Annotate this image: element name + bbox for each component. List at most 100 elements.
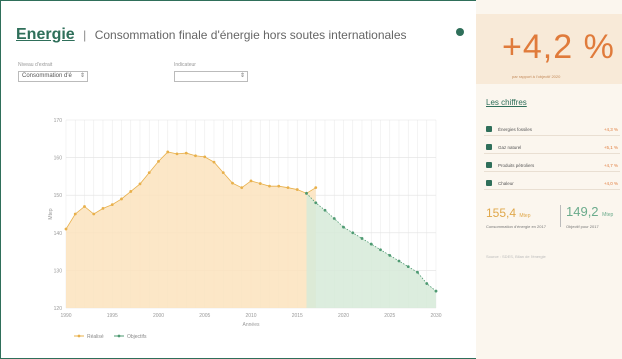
series-realise-point [249,179,253,183]
y-tick-label: 120 [54,306,63,312]
series-realise-point [120,197,123,201]
series-realise-point [138,182,142,186]
main-panel: Energie | Consommation finale d'énergie … [4,0,474,357]
kpi-box: +4,2 % par rapport à l'objectif 2020 [476,14,622,84]
stat-objective: 149,2 Mtep [566,204,613,219]
figure-value: +4,3 % [603,127,618,132]
stat-objective-caption: Objectif pour 2017 [566,224,599,229]
series-realise-line [65,151,316,230]
figure-row[interactable]: Gaz naturel +5,1 % [484,142,620,154]
figure-row[interactable]: Produits pétroliers +4,7 % [484,160,620,172]
chevron-down-icon: ⇕ [79,73,85,79]
series-objectifs-point [360,237,364,240]
series-objectifs-point [332,217,336,220]
title-indicator: Consommation finale d'énergie hors soute… [94,28,407,42]
filter-level-select[interactable]: Consommation d'é ⇕ [18,71,88,82]
filter-indicator: Indicateur ⇕ [174,62,248,82]
filter-indicator-select[interactable]: ⇕ [174,71,248,82]
title-separator: | [83,28,87,42]
series-objectifs-point [305,191,308,195]
filter-level-label: Niveau d'extrait [18,62,53,68]
source-note: Source : SDES, Bilan de l'énergie [486,254,546,259]
series-objectifs-point [388,253,392,257]
x-tick-label: 1995 [107,313,118,319]
y-tick-label: 140 [54,231,63,237]
stat-consumption-caption: Consommation d'énergie en 2017 [486,224,546,229]
fuel-icon [486,126,492,132]
oil-icon [486,162,492,168]
series-realise-point [175,152,179,156]
consumption-chart: 120 130 140 150 160 170 1990 1995 2000 2005 2010 20… [48,118,442,340]
series-objectifs-point [425,282,429,285]
info-dot-icon[interactable] [456,28,464,36]
series-realise-point [101,206,105,210]
x-tick-label: 2000 [153,313,164,319]
chevron-down-icon: ⇕ [239,73,245,79]
x-tick-label: 2015 [292,313,303,319]
stat-consumption-unit: Mtep [519,213,531,219]
series-realise-area [66,151,316,308]
series-realise-point [129,190,133,193]
series-realise-point [73,212,77,216]
series-objectifs-point [434,289,438,293]
kpi-value: +4,2 % [502,28,615,66]
series-objectifs-point [323,208,327,212]
x-tick-label: 2030 [430,313,441,319]
series-realise-point [240,186,244,190]
series-objectifs-area [306,193,436,308]
series-realise-point [314,186,318,190]
figure-value: +4,7 % [603,163,618,168]
series-realise-point [221,171,225,175]
heat-icon [486,180,492,186]
figure-label: Gaz naturel [498,145,522,150]
figures-title[interactable]: Les chiffres [486,98,527,107]
x-tick-label: 2005 [199,313,210,319]
filter-level-value: Consommation d'é [22,73,72,79]
filter-indicator-label: Indicateur [174,62,196,68]
series-realise-point [194,154,197,158]
gas-icon [486,144,492,150]
figure-row[interactable]: Énergies fossiles +4,3 % [484,124,620,136]
legend-marker [77,334,81,338]
y-tick-label: 170 [54,118,63,124]
series-objectifs-point [379,248,382,252]
x-tick-label: 2010 [245,313,256,319]
figure-label: Énergies fossiles [498,127,533,132]
legend-label: Réalisé [87,334,104,340]
series-realise-point [212,160,216,164]
series-realise-point [295,188,299,191]
series-realise-point [92,212,96,216]
series-realise-point [203,155,207,159]
x-tick-label: 2020 [338,313,349,319]
series-realise-point [64,227,68,231]
series-objectifs-point [397,259,401,263]
x-tick-label: 2025 [384,313,395,319]
series-objectifs-point [369,242,373,246]
stat-divider [560,205,561,227]
figure-row[interactable]: Chaleur +4,0 % [484,178,620,190]
legend-marker [117,334,121,338]
stat-objective-unit: Mtep [602,212,614,218]
y-axis-label: Mtep [48,208,54,219]
series-realise-point [147,171,151,175]
stat-consumption: 155,4 Mtep [486,206,531,220]
series-objectifs-point [416,270,419,274]
series-objectifs-point [342,225,345,229]
y-tick-label: 150 [54,193,63,199]
series-realise-point [157,159,160,163]
series-realise-point [83,205,86,208]
series-objectifs-point [406,265,410,269]
series-realise-point [277,184,281,188]
page-title: Energie | Consommation finale d'énergie … [16,26,407,44]
x-axis-label: Années [243,322,260,328]
title-category[interactable]: Energie [16,26,75,43]
series-realise-point [286,186,290,190]
series-realise-point [268,184,271,188]
stat-consumption-value: 155,4 [486,206,517,220]
y-tick-label: 160 [54,156,63,162]
figure-label: Produits pétroliers [498,163,535,168]
figure-label: Chaleur [498,181,514,186]
figure-value: +5,1 % [603,145,618,150]
series-objectifs-point [351,231,355,235]
series-realise-point [184,151,188,155]
